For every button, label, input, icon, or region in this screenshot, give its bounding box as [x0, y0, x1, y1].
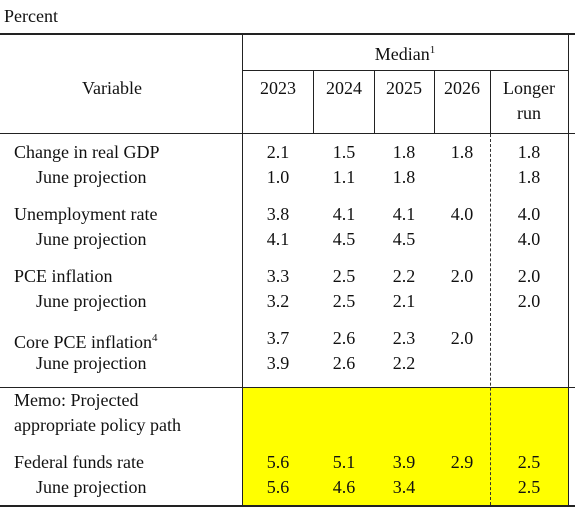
cell-value: 2.5 [332, 291, 356, 311]
cell-value: 4.0 [450, 204, 474, 224]
cell-value: 2.5 [332, 266, 356, 286]
cell-value: 2.2 [392, 353, 416, 373]
sub-row-label: June projection [36, 291, 147, 311]
cell-value: 4.1 [332, 204, 356, 224]
sub-row-label: June projection [36, 353, 147, 373]
rule [490, 70, 491, 133]
median-text: Median [374, 44, 430, 64]
cell-value: 1.8 [392, 167, 416, 187]
column-header: 2025 [386, 78, 422, 98]
cell-value: 2.0 [517, 266, 541, 286]
cell-value: 5.6 [266, 477, 290, 497]
cell-value: 1.0 [266, 167, 290, 187]
cell-value: 4.1 [392, 204, 416, 224]
cell-value: 3.8 [266, 204, 290, 224]
cell-value: 2.6 [332, 328, 356, 348]
cell-value: 2.1 [392, 291, 416, 311]
cell-value: 2.5 [517, 452, 541, 472]
cell-value: 4.0 [517, 229, 541, 249]
row-label: Federal funds rate [14, 452, 144, 472]
memo-label: appropriate policy path [14, 415, 181, 435]
row-label: PCE inflation [14, 266, 113, 286]
cell-value: 1.1 [332, 167, 356, 187]
cell-value: 1.5 [332, 142, 356, 162]
column-header: Longer run [503, 78, 555, 123]
cell-value: 1.8 [517, 142, 541, 162]
cell-value: 2.0 [450, 328, 474, 348]
cell-value: 1.8 [517, 167, 541, 187]
unit-label: Percent [4, 6, 58, 26]
cell-value: 5.6 [266, 452, 290, 472]
sub-row-label: June projection [36, 167, 147, 187]
footnote-mark: 4 [152, 332, 158, 344]
cell-value: 2.2 [392, 266, 416, 286]
cell-value: 5.1 [332, 452, 356, 472]
cell-value: 1.8 [450, 142, 474, 162]
column-header: 2026 [444, 78, 480, 98]
memo-label: Memo: Projected [14, 390, 139, 410]
cell-value: 3.9 [392, 452, 416, 472]
row-label: Core PCE inflation4 [14, 332, 158, 352]
cell-value: 2.0 [450, 266, 474, 286]
rule [242, 33, 243, 505]
cell-value: 4.5 [332, 229, 356, 249]
rule [0, 33, 575, 35]
cell-value: 3.7 [266, 328, 290, 348]
rule [313, 70, 314, 133]
cell-value: 2.3 [392, 328, 416, 348]
cell-value: 1.8 [392, 142, 416, 162]
median-header: Median1 [375, 40, 435, 64]
cell-value: 3.2 [266, 291, 290, 311]
rule [0, 505, 575, 507]
dashed-rule [490, 134, 491, 505]
cell-value: 4.0 [517, 204, 541, 224]
rule [0, 133, 575, 134]
rule [434, 70, 435, 133]
cell-value: 2.9 [450, 452, 474, 472]
column-header: 2024 [326, 78, 362, 98]
rule [0, 387, 575, 388]
cell-value: 4.6 [332, 477, 356, 497]
cell-value: 4.5 [392, 229, 416, 249]
rule [374, 70, 375, 133]
rule [568, 33, 569, 505]
cell-value: 3.9 [266, 353, 290, 373]
column-header: 2023 [260, 78, 296, 98]
footnote-mark: 1 [429, 44, 436, 56]
row-label: Change in real GDP [14, 142, 160, 162]
cell-value: 2.5 [517, 477, 541, 497]
cell-value: 3.4 [392, 477, 416, 497]
rule [242, 70, 568, 71]
row-label: Unemployment rate [14, 204, 158, 224]
cell-value: 4.1 [266, 229, 290, 249]
cell-value: 3.3 [266, 266, 290, 286]
cell-value: 2.0 [517, 291, 541, 311]
cell-value: 2.6 [332, 353, 356, 373]
variable-header: Variable [82, 78, 142, 98]
sub-row-label: June projection [36, 477, 147, 497]
cell-value: 2.1 [266, 142, 290, 162]
memo-highlight [243, 388, 568, 505]
sub-row-label: June projection [36, 229, 147, 249]
